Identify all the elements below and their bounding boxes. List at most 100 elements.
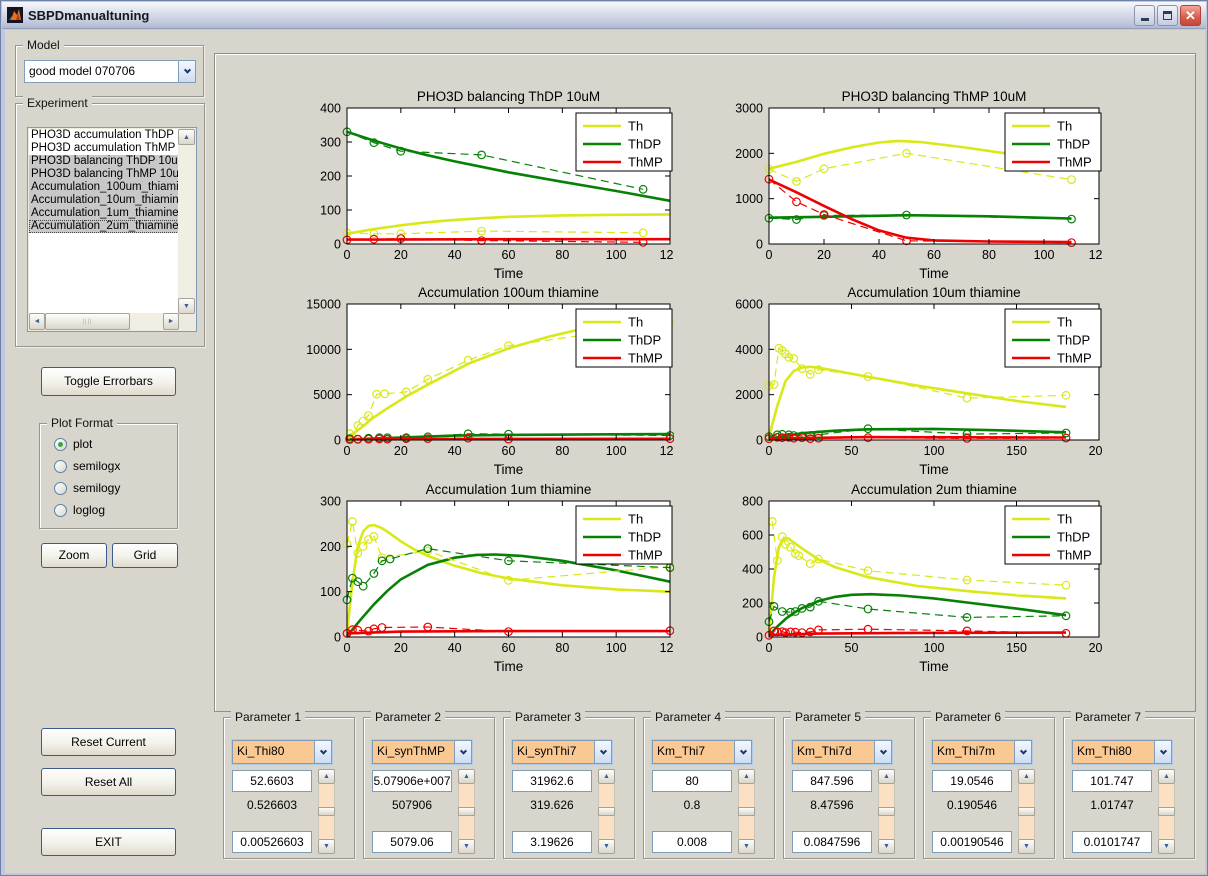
chart-accumulation-100um[interactable]: 0 20 40 60 80 100 120 0 5000 10000 15000 Accumulati…: [290, 284, 674, 484]
parameter-slider[interactable]: ▲ ▼: [1158, 769, 1175, 854]
scroll-right-icon[interactable]: ►: [163, 313, 179, 330]
zoom-button[interactable]: Zoom: [41, 543, 107, 568]
toggle-errorbars-button[interactable]: Toggle Errorbars: [41, 367, 176, 396]
slider-up-icon[interactable]: ▲: [318, 769, 335, 784]
experiment-list-item[interactable]: Accumulation_2um_thiamine: [29, 220, 179, 233]
experiment-list-item[interactable]: PHO3D accumulation ThMP 10uM: [31, 142, 179, 154]
vertical-scrollbar[interactable]: ▲ ▼: [178, 129, 195, 314]
parameter-name-dropdown[interactable]: Ki_synThMP: [372, 740, 472, 764]
experiment-list-item[interactable]: PHO3D balancing ThMP 10uM: [29, 168, 179, 181]
slider-up-icon[interactable]: ▲: [1018, 769, 1035, 784]
slider-track[interactable]: [1018, 784, 1035, 807]
slider-track[interactable]: [318, 784, 335, 807]
parameter-upper-bound-field[interactable]: [932, 770, 1012, 792]
parameter-lower-bound-field[interactable]: [372, 831, 452, 853]
parameter-name-dropdown[interactable]: Km_Thi7: [652, 740, 752, 764]
parameter-lower-bound-field[interactable]: [792, 831, 872, 853]
slider-up-icon[interactable]: ▲: [598, 769, 615, 784]
slider-track[interactable]: [458, 784, 475, 807]
slider-thumb[interactable]: [458, 807, 475, 816]
exit-button[interactable]: EXIT: [41, 828, 176, 856]
radio-circle-icon[interactable]: [54, 459, 67, 473]
slider-track[interactable]: [738, 816, 755, 839]
slider-thumb[interactable]: [1158, 807, 1175, 816]
radio-circle-icon[interactable]: [54, 503, 67, 517]
parameter-lower-bound-field[interactable]: [932, 831, 1012, 853]
slider-track[interactable]: [738, 784, 755, 807]
grid-button[interactable]: Grid: [112, 543, 178, 568]
scroll-up-icon[interactable]: ▲: [178, 129, 195, 145]
horizontal-scrollbar[interactable]: ◄ |||| ►: [29, 313, 179, 330]
parameter-upper-bound-field[interactable]: [372, 770, 452, 792]
chart-accumulation-1um[interactable]: 0 20 40 60 80 100 120 0 100 200 300 Accumulation 1u…: [290, 481, 674, 681]
parameter-slider[interactable]: ▲ ▼: [458, 769, 475, 854]
experiment-list-item[interactable]: PHO3D balancing ThDP 10uM: [29, 155, 179, 168]
slider-track[interactable]: [878, 784, 895, 807]
chart-accumulation-10um[interactable]: 0501001502000200040006000Accumulation 10…: [712, 284, 1103, 484]
chart-pho3d-balancing-thmp[interactable]: 0 20 40 60 80 100 120 0 1000 2000 3000 PHO3D balanc…: [712, 88, 1103, 288]
minimize-button[interactable]: [1134, 4, 1155, 26]
slider-down-icon[interactable]: ▼: [1158, 839, 1175, 854]
radio-circle-icon[interactable]: [54, 437, 67, 451]
parameter-name-dropdown[interactable]: Ki_Thi80: [232, 740, 332, 764]
reset-all-button[interactable]: Reset All: [41, 768, 176, 796]
hscroll-thumb[interactable]: ||||: [45, 313, 130, 330]
slider-down-icon[interactable]: ▼: [1018, 839, 1035, 854]
dropdown-button[interactable]: [1154, 741, 1171, 763]
chart-accumulation-2um[interactable]: 0 50 100 150 200 0 200 400 600 800 Accumulation 2u…: [712, 481, 1103, 681]
dropdown-button[interactable]: [454, 741, 471, 763]
slider-up-icon[interactable]: ▲: [738, 769, 755, 784]
reset-current-button[interactable]: Reset Current: [41, 728, 176, 756]
parameter-upper-bound-field[interactable]: [512, 770, 592, 792]
slider-down-icon[interactable]: ▼: [458, 839, 475, 854]
slider-track[interactable]: [1158, 816, 1175, 839]
parameter-slider[interactable]: ▲ ▼: [598, 769, 615, 854]
dropdown-button[interactable]: [874, 741, 891, 763]
slider-track[interactable]: [458, 816, 475, 839]
model-dropdown[interactable]: good model 070706: [24, 60, 196, 83]
slider-track[interactable]: [878, 816, 895, 839]
slider-down-icon[interactable]: ▼: [878, 839, 895, 854]
parameter-lower-bound-field[interactable]: [512, 831, 592, 853]
parameter-slider[interactable]: ▲ ▼: [878, 769, 895, 854]
slider-track[interactable]: [1018, 816, 1035, 839]
parameter-upper-bound-field[interactable]: [792, 770, 872, 792]
radio-option-semilogx[interactable]: semilogx: [54, 458, 120, 474]
dropdown-button[interactable]: [594, 741, 611, 763]
radio-option-loglog[interactable]: loglog: [54, 502, 105, 518]
slider-thumb[interactable]: [1018, 807, 1035, 816]
radio-option-plot[interactable]: plot: [54, 436, 92, 452]
parameter-name-dropdown[interactable]: Km_Thi7d: [792, 740, 892, 764]
radio-option-semilogy[interactable]: semilogy: [54, 480, 120, 496]
slider-thumb[interactable]: [738, 807, 755, 816]
parameter-name-dropdown[interactable]: Km_Thi80: [1072, 740, 1172, 764]
scroll-left-icon[interactable]: ◄: [29, 313, 45, 330]
slider-down-icon[interactable]: ▼: [318, 839, 335, 854]
experiment-list-item[interactable]: Accumulation_10um_thiamine: [29, 194, 179, 207]
parameter-name-dropdown[interactable]: Km_Thi7m: [932, 740, 1032, 764]
parameter-lower-bound-field[interactable]: [1072, 831, 1152, 853]
parameter-slider[interactable]: ▲ ▼: [738, 769, 755, 854]
radio-circle-icon[interactable]: [54, 481, 67, 495]
parameter-upper-bound-field[interactable]: [652, 770, 732, 792]
slider-thumb[interactable]: [598, 807, 615, 816]
maximize-button[interactable]: [1157, 4, 1178, 26]
model-dropdown-button[interactable]: [178, 61, 195, 82]
dropdown-button[interactable]: [1014, 741, 1031, 763]
parameter-lower-bound-field[interactable]: [232, 831, 312, 853]
slider-track[interactable]: [598, 816, 615, 839]
dropdown-button[interactable]: [734, 741, 751, 763]
slider-down-icon[interactable]: ▼: [598, 839, 615, 854]
parameter-upper-bound-field[interactable]: [232, 770, 312, 792]
slider-up-icon[interactable]: ▲: [1158, 769, 1175, 784]
chart-pho3d-balancing-thdp[interactable]: 0 20 40 60 80 100 120 0 100 200 300 400 PHO3D balanc…: [290, 88, 674, 288]
slider-down-icon[interactable]: ▼: [738, 839, 755, 854]
slider-track[interactable]: [318, 816, 335, 839]
slider-track[interactable]: [598, 784, 615, 807]
experiment-list-item[interactable]: Accumulation_100um_thiamine: [29, 181, 179, 194]
scroll-down-icon[interactable]: ▼: [178, 298, 195, 314]
parameter-slider[interactable]: ▲ ▼: [318, 769, 335, 854]
slider-thumb[interactable]: [878, 807, 895, 816]
slider-thumb[interactable]: [318, 807, 335, 816]
